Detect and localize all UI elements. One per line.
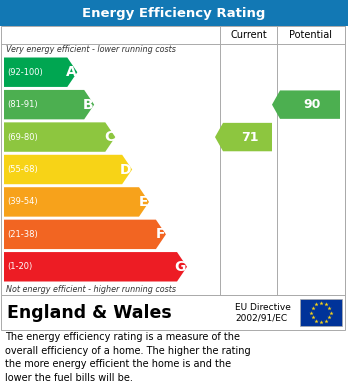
Text: Very energy efficient - lower running costs: Very energy efficient - lower running co… — [6, 45, 176, 54]
Text: EU Directive: EU Directive — [235, 303, 291, 312]
Text: 2002/91/EC: 2002/91/EC — [235, 313, 287, 322]
Text: England & Wales: England & Wales — [7, 303, 172, 321]
Text: The energy efficiency rating is a measure of the
overall efficiency of a home. T: The energy efficiency rating is a measur… — [5, 332, 251, 383]
Text: A: A — [65, 65, 76, 79]
Polygon shape — [4, 252, 187, 282]
Polygon shape — [215, 123, 272, 151]
Polygon shape — [4, 220, 166, 249]
Text: (81-91): (81-91) — [7, 100, 38, 109]
Text: D: D — [120, 163, 131, 176]
Text: C: C — [104, 130, 114, 144]
Text: Not energy efficient - higher running costs: Not energy efficient - higher running co… — [6, 285, 176, 294]
Polygon shape — [272, 90, 340, 119]
Bar — [1, 295, 345, 330]
Text: (55-68): (55-68) — [7, 165, 38, 174]
Polygon shape — [4, 122, 115, 152]
Text: G: G — [175, 260, 186, 274]
Text: Current: Current — [230, 30, 267, 40]
Text: 71: 71 — [241, 131, 258, 143]
Text: F: F — [156, 227, 165, 241]
Bar — [1, 26, 345, 295]
Text: Energy Efficiency Rating: Energy Efficiency Rating — [82, 7, 266, 20]
Text: (1-20): (1-20) — [7, 262, 32, 271]
Text: (69-80): (69-80) — [7, 133, 38, 142]
Polygon shape — [4, 90, 94, 119]
Polygon shape — [4, 155, 132, 184]
Text: (39-54): (39-54) — [7, 197, 38, 206]
Text: Potential: Potential — [290, 30, 332, 40]
Polygon shape — [4, 57, 77, 87]
Bar — [0, 0, 348, 26]
Bar — [300, 299, 342, 326]
Text: E: E — [139, 195, 148, 209]
Text: 90: 90 — [303, 98, 321, 111]
Polygon shape — [4, 187, 149, 217]
Text: (92-100): (92-100) — [7, 68, 43, 77]
Text: (21-38): (21-38) — [7, 230, 38, 239]
Text: B: B — [82, 98, 93, 112]
